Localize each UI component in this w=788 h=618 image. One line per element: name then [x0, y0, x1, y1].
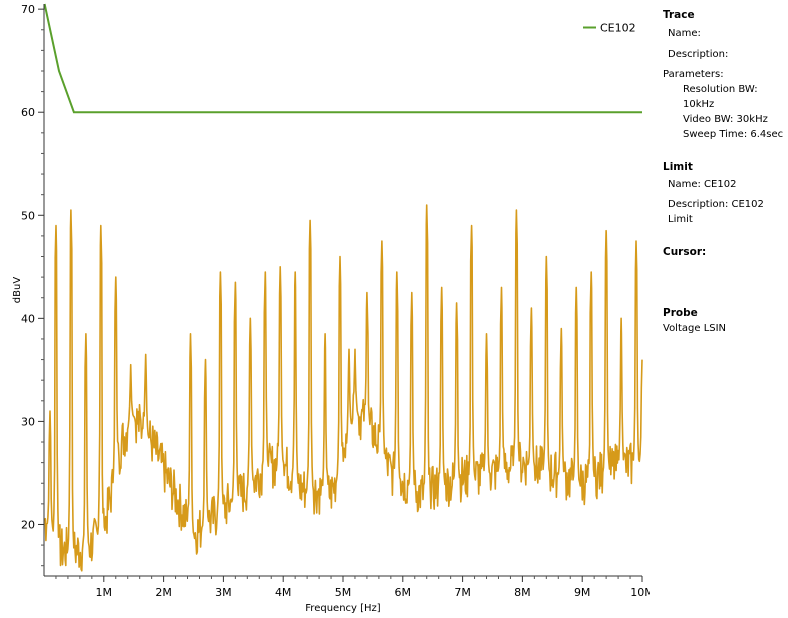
- x-tick-label: 6M: [395, 586, 412, 599]
- x-tick-label: 7M: [454, 586, 471, 599]
- resolution-bw: Resolution BW: 10kHz: [683, 84, 758, 110]
- axes: 20 30 40 50 60 70 1M 2M 3M 4M 5M 6M 7M 8M 9M 10M Frequen…: [12, 3, 650, 614]
- limit-series-layer: [43, 3, 642, 114]
- x-tick-label: 1M: [96, 586, 113, 599]
- legend-label-ce102: CE102: [600, 22, 636, 35]
- trace-description: Description:: [668, 49, 729, 60]
- x-tick-label: 10M: [630, 586, 650, 599]
- limit-description: Description: CE102 Limit: [668, 199, 764, 225]
- sweep-time: Sweep Time: 6.4sec: [683, 129, 784, 140]
- x-tick-label: 3M: [215, 586, 232, 599]
- x-tick-label: 8M: [514, 586, 531, 599]
- limit-header: Limit: [663, 161, 693, 173]
- x-tick-label: 9M: [574, 586, 591, 599]
- x-axis-title: Frequency [Hz]: [305, 603, 381, 614]
- y-tick-label: 20: [21, 518, 35, 531]
- trace-series-layer: [43, 204, 643, 572]
- series-line-ce102: [43, 3, 642, 114]
- y-tick-label: 50: [21, 209, 35, 222]
- plot-area: [0, 0, 650, 618]
- x-tick-label: 5M: [335, 586, 352, 599]
- y-tick-label: 60: [21, 106, 35, 119]
- cursor-header: Cursor:: [663, 246, 707, 258]
- limit-name: Name: CE102: [668, 179, 737, 190]
- side-panel: Trace Name: Description: Parameters: Res…: [663, 8, 787, 336]
- y-tick-label: 70: [21, 3, 35, 16]
- chart: 20 30 40 50 60 70 1M 2M 3M 4M 5M 6M 7M 8M 9M 10M Frequen…: [0, 0, 650, 618]
- trace-header: Trace: [663, 9, 695, 21]
- probe-header: Probe: [663, 307, 698, 319]
- probe-value: Voltage LSIN: [663, 323, 727, 334]
- parameters-label: Parameters:: [663, 69, 724, 80]
- y-tick-label: 30: [21, 415, 35, 428]
- y-tick-label: 40: [21, 312, 35, 325]
- trace-name: Name:: [668, 28, 701, 39]
- x-tick-label: 2M: [155, 586, 172, 599]
- video-bw: Video BW: 30kHz: [683, 114, 768, 125]
- legend: CE102: [583, 22, 636, 35]
- y-axis-title: dBuV: [12, 277, 23, 304]
- series-line-trace: [43, 204, 643, 572]
- x-tick-label: 4M: [275, 586, 292, 599]
